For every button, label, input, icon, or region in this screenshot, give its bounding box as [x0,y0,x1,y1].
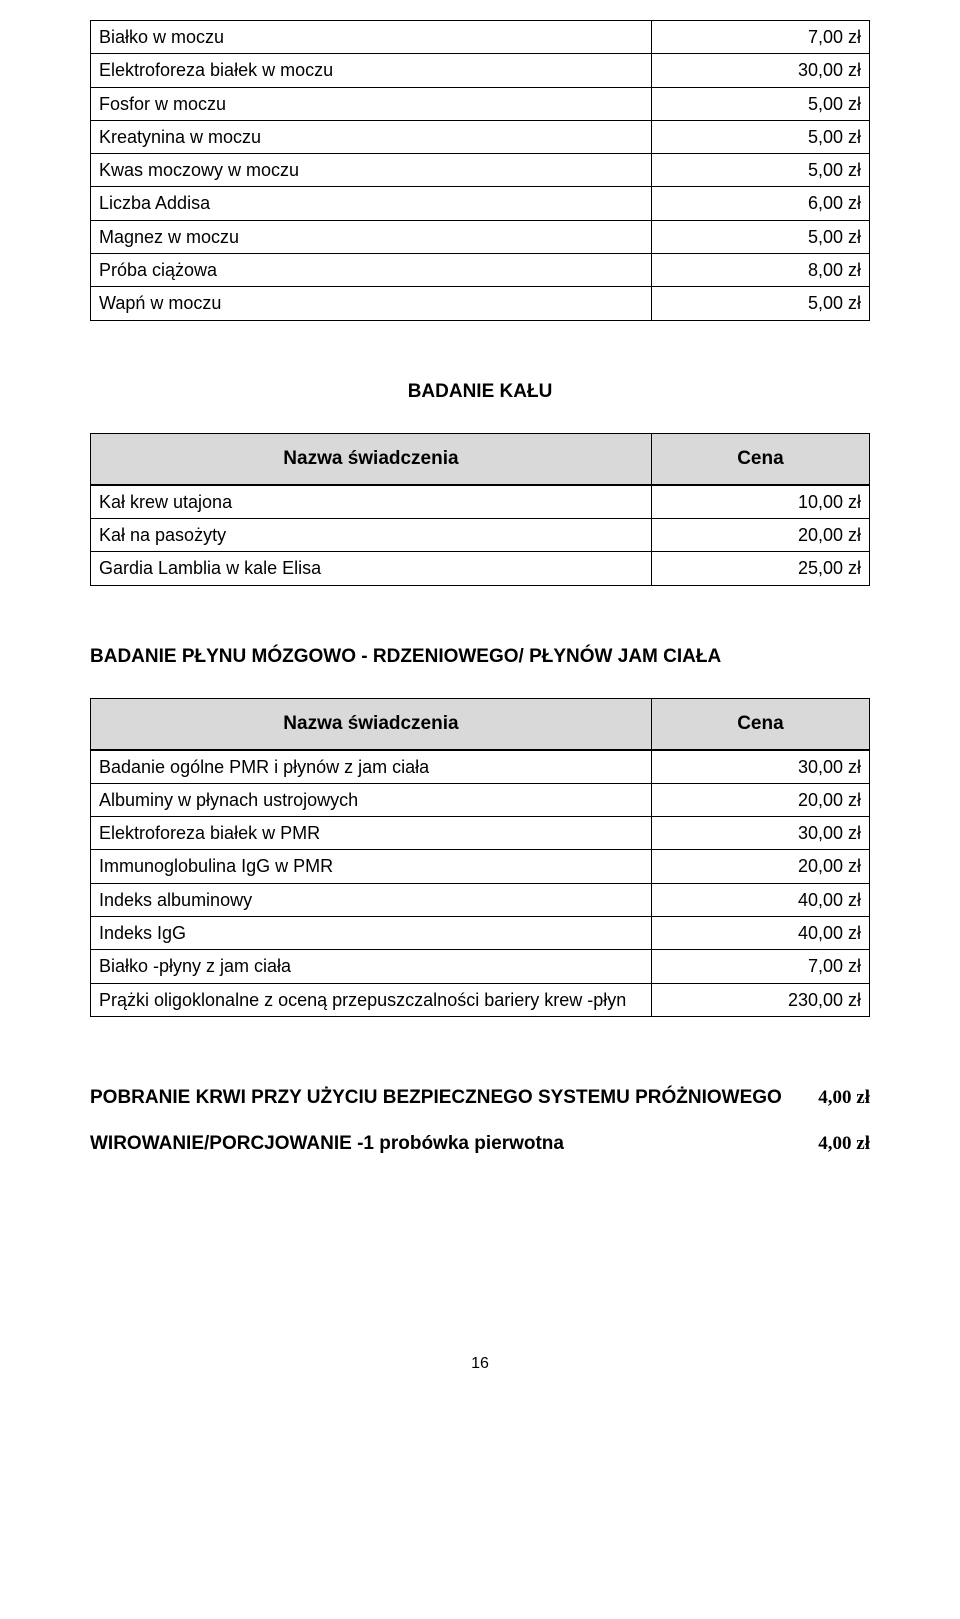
table-header-plyny: Nazwa świadczenia Cena [90,698,870,750]
table-row: Białko -płyny z jam ciała 7,00 zł [91,950,870,983]
cell-name: Albuminy w płynach ustrojowych [91,783,652,816]
footer-line-price: 4,00 zł [818,1087,870,1109]
table-top: Białko w moczu 7,00 zł Elektroforeza bia… [90,20,870,321]
section-title-kalu: BADANIE KAŁU [90,381,870,403]
document-page: Białko w moczu 7,00 zł Elektroforeza bia… [0,0,960,1413]
cell-price: 230,00 zł [651,983,869,1016]
cell-price: 8,00 zł [651,254,869,287]
cell-name: Białko -płyny z jam ciała [91,950,652,983]
cell-price: 30,00 zł [651,750,869,783]
cell-name: Gardia Lamblia w kale Elisa [91,552,652,585]
cell-price: 25,00 zł [651,552,869,585]
cell-price: 7,00 zł [651,21,869,54]
header-row: Nazwa świadczenia Cena [91,698,870,749]
footer-line-name: POBRANIE KRWI PRZY UŻYCIU BEZPIECZNEGO S… [90,1087,782,1109]
cell-name: Fosfor w moczu [91,87,652,120]
cell-name: Białko w moczu [91,21,652,54]
cell-price: 5,00 zł [651,120,869,153]
cell-name: Kał na pasożyty [91,518,652,551]
cell-name: Prążki oligoklonalne z oceną przepuszcza… [91,983,652,1016]
table-row: Elektroforeza białek w moczu 30,00 zł [91,54,870,87]
header-name: Nazwa świadczenia [91,698,652,749]
header-price: Cena [651,698,869,749]
table-row: Gardia Lamblia w kale Elisa 25,00 zł [91,552,870,585]
cell-name: Badanie ogólne PMR i płynów z jam ciała [91,750,652,783]
cell-name: Kwas moczowy w moczu [91,154,652,187]
cell-name: Magnez w moczu [91,220,652,253]
table-row: Kał krew utajona 10,00 zł [91,485,870,518]
cell-price: 20,00 zł [651,518,869,551]
cell-name: Liczba Addisa [91,187,652,220]
section-title-plyny: BADANIE PŁYNU MÓZGOWO - RDZENIOWEGO/ PŁY… [90,646,870,668]
cell-price: 6,00 zł [651,187,869,220]
cell-name: Elektroforeza białek w moczu [91,54,652,87]
header-name: Nazwa świadczenia [91,433,652,484]
table-row: Próba ciążowa 8,00 zł [91,254,870,287]
table-row: Indeks albuminowy 40,00 zł [91,883,870,916]
cell-price: 30,00 zł [651,817,869,850]
table-row: Białko w moczu 7,00 zł [91,21,870,54]
table-row: Kał na pasożyty 20,00 zł [91,518,870,551]
cell-name: Immunoglobulina IgG w PMR [91,850,652,883]
cell-name: Wapń w moczu [91,287,652,320]
table-row: Liczba Addisa 6,00 zł [91,187,870,220]
table-kalu: Kał krew utajona 10,00 zł Kał na pasożyt… [90,485,870,586]
cell-price: 40,00 zł [651,883,869,916]
footer-line-price: 4,00 zł [818,1133,870,1155]
header-row: Nazwa świadczenia Cena [91,433,870,484]
cell-name: Kreatynina w moczu [91,120,652,153]
cell-name: Indeks IgG [91,917,652,950]
cell-price: 5,00 zł [651,87,869,120]
cell-name: Indeks albuminowy [91,883,652,916]
table-row: Prążki oligoklonalne z oceną przepuszcza… [91,983,870,1016]
cell-price: 40,00 zł [651,917,869,950]
cell-price: 30,00 zł [651,54,869,87]
header-price: Cena [651,433,869,484]
footer-line: POBRANIE KRWI PRZY UŻYCIU BEZPIECZNEGO S… [90,1087,870,1109]
table-header-kalu: Nazwa świadczenia Cena [90,433,870,485]
page-number: 16 [90,1355,870,1373]
table-row: Immunoglobulina IgG w PMR 20,00 zł [91,850,870,883]
cell-price: 5,00 zł [651,287,869,320]
table-row: Fosfor w moczu 5,00 zł [91,87,870,120]
table-row: Badanie ogólne PMR i płynów z jam ciała … [91,750,870,783]
table-row: Kwas moczowy w moczu 5,00 zł [91,154,870,187]
cell-price: 5,00 zł [651,220,869,253]
footer-line-name: WIROWANIE/PORCJOWANIE -1 probówka pierwo… [90,1133,564,1155]
table-row: Magnez w moczu 5,00 zł [91,220,870,253]
cell-name: Próba ciążowa [91,254,652,287]
table-row: Kreatynina w moczu 5,00 zł [91,120,870,153]
table-row: Albuminy w płynach ustrojowych 20,00 zł [91,783,870,816]
cell-price: 10,00 zł [651,485,869,518]
cell-price: 5,00 zł [651,154,869,187]
cell-price: 7,00 zł [651,950,869,983]
table-plyny: Badanie ogólne PMR i płynów z jam ciała … [90,750,870,1017]
table-row: Wapń w moczu 5,00 zł [91,287,870,320]
cell-name: Kał krew utajona [91,485,652,518]
cell-price: 20,00 zł [651,783,869,816]
table-row: Indeks IgG 40,00 zł [91,917,870,950]
footer-line: WIROWANIE/PORCJOWANIE -1 probówka pierwo… [90,1133,870,1155]
cell-price: 20,00 zł [651,850,869,883]
cell-name: Elektroforeza białek w PMR [91,817,652,850]
table-row: Elektroforeza białek w PMR 30,00 zł [91,817,870,850]
